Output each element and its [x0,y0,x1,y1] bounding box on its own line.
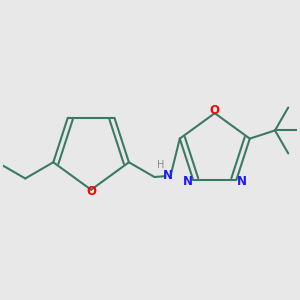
Text: O: O [210,104,220,117]
Text: N: N [237,175,247,188]
Text: H: H [157,160,164,170]
Text: O: O [86,185,96,198]
Text: N: N [163,169,173,182]
Text: N: N [183,175,193,188]
